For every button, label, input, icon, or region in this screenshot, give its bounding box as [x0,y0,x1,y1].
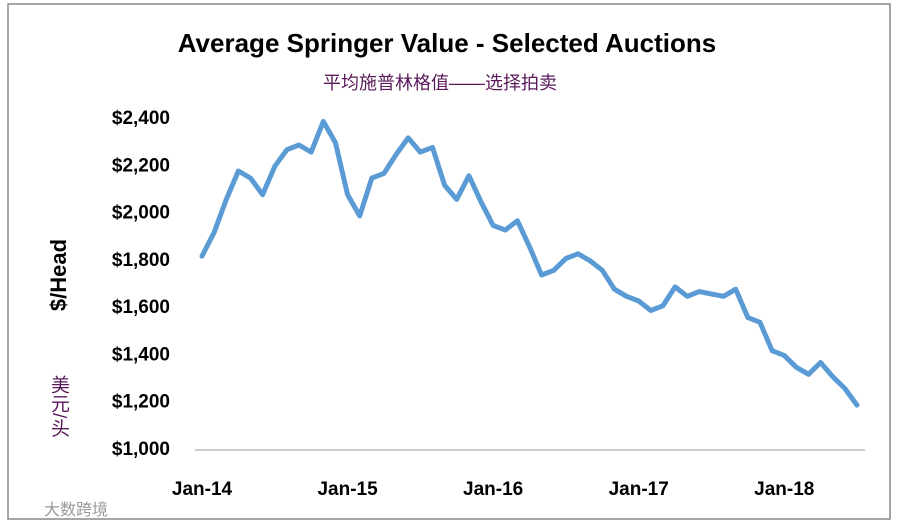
y-tick-label: $1,200 [112,392,170,413]
x-tick-label: Jan-18 [754,479,814,500]
y-tick-label: $1,400 [112,344,170,365]
x-tick-label: Jan-16 [463,479,523,500]
data-line [199,118,860,408]
y-tick-label: $2,000 [112,203,170,224]
chart-subtitle: 平均施普林格值——选择拍卖 [323,73,557,93]
chart-frame [7,3,891,520]
x-tick-label: Jan-14 [172,479,233,500]
y-tick-label: $1,000 [112,439,170,460]
y-axis-label: $/Head [46,239,71,311]
x-tick-label: Jan-17 [609,479,669,500]
y-tick-label: $1,600 [112,297,170,318]
y-tick-label: $1,800 [112,250,170,271]
y-tick-label: $2,400 [112,108,170,129]
x-tick-label: Jan-15 [317,479,378,500]
y-tick-label: $2,200 [112,155,170,176]
chart-title: Average Springer Value - Selected Auctio… [178,28,716,58]
y-axis-label-cn: 美元/头 [48,375,70,438]
watermark: 大数跨境 [44,500,108,519]
